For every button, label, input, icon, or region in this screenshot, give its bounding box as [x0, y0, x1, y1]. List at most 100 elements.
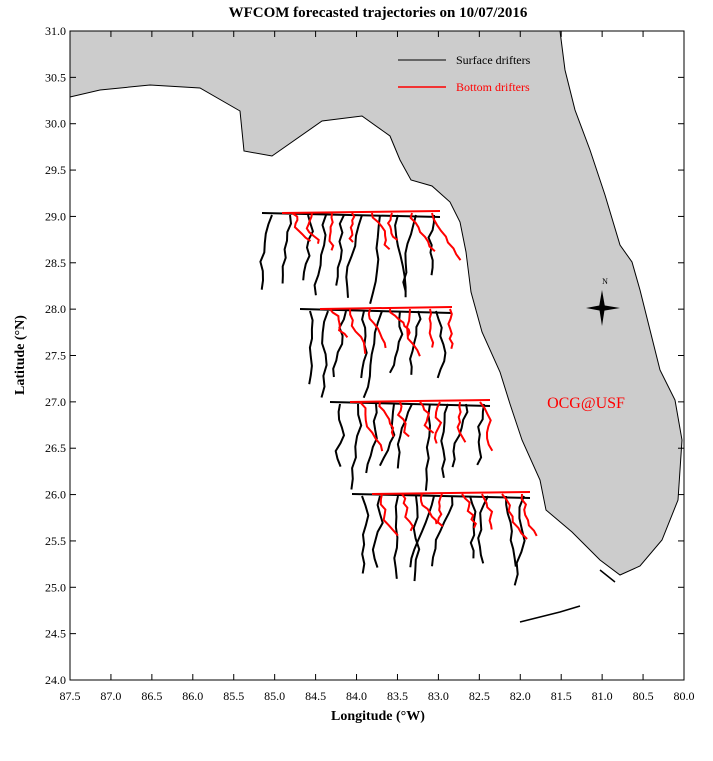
x-tick-label: 81.0 [592, 689, 613, 703]
trajectory [424, 403, 432, 491]
trajectory [259, 214, 273, 290]
trajectory [409, 495, 435, 568]
trajectory [362, 310, 383, 399]
y-tick-label: 25.5 [45, 534, 66, 548]
trajectory [319, 306, 453, 310]
x-tick-label: 84.0 [346, 689, 367, 703]
trajectory [456, 401, 467, 443]
trajectory [291, 212, 312, 242]
trajectory [348, 212, 356, 243]
trajectory [481, 493, 494, 530]
trajectories [259, 210, 538, 586]
trajectory [371, 212, 391, 251]
y-tick-label: 27.0 [45, 395, 66, 409]
trajectory [349, 399, 491, 403]
trajectory [371, 491, 531, 495]
trajectory [389, 308, 411, 337]
trajectory [361, 495, 370, 574]
trajectory [409, 212, 436, 252]
x-tick-label: 81.5 [551, 689, 572, 703]
y-tick-label: 24.0 [45, 673, 66, 687]
trajectory [419, 493, 438, 525]
trajectory [447, 308, 454, 349]
trajectory [431, 495, 454, 567]
trajectory [371, 495, 384, 568]
y-tick-label: 30.0 [45, 117, 66, 131]
trajectory [281, 214, 293, 284]
y-tick-label: 29.5 [45, 163, 66, 177]
trajectory [436, 493, 444, 528]
trajectory [345, 214, 363, 298]
trajectory [332, 310, 347, 378]
trajectory [378, 401, 395, 437]
trajectory [433, 401, 443, 444]
trajectory [394, 214, 407, 298]
y-tick-label: 31.0 [45, 24, 66, 38]
trajectory [349, 308, 367, 354]
y-tick-label: 29.0 [45, 209, 66, 223]
trajectory [419, 401, 435, 434]
trajectory [379, 403, 396, 467]
trajectory [476, 403, 485, 466]
compass-label: N [602, 277, 608, 286]
trajectory [302, 214, 314, 281]
trajectory [435, 310, 447, 379]
trajectory [350, 403, 363, 490]
trajectory [412, 495, 421, 582]
y-tick-label: 27.5 [45, 349, 66, 363]
trajectory [428, 308, 435, 348]
trajectory [409, 310, 422, 375]
chart-title: WFCOM forecasted trajectories on 10/07/2… [229, 5, 528, 21]
y-tick-label: 26.5 [45, 441, 66, 455]
x-tick-label: 83.0 [428, 689, 449, 703]
x-tick-label: 80.0 [674, 689, 695, 703]
trajectory [393, 495, 399, 579]
trajectory [335, 214, 345, 286]
x-tick-label: 85.5 [223, 689, 244, 703]
trajectory [328, 212, 335, 251]
trajectory [451, 403, 469, 468]
x-axis-label: Longitude (°W) [331, 709, 425, 724]
trajectory [479, 401, 494, 452]
trajectory [505, 495, 517, 567]
x-tick-label: 85.0 [264, 689, 285, 703]
x-tick-label: 87.5 [60, 689, 81, 703]
y-tick-label: 30.5 [45, 70, 66, 84]
y-tick-label: 28.5 [45, 256, 66, 270]
trajectory [359, 401, 384, 452]
y-tick-label: 24.5 [45, 627, 66, 641]
x-tick-label: 84.5 [305, 689, 326, 703]
x-tick-label: 82.5 [469, 689, 490, 703]
trajectory [401, 493, 414, 532]
annotation: OCG@USF [547, 395, 625, 412]
trajectory [427, 214, 435, 276]
trajectory [329, 308, 349, 339]
trajectory [320, 310, 329, 398]
y-tick-label: 26.0 [45, 488, 66, 502]
x-tick-label: 86.5 [141, 689, 162, 703]
trajectory [379, 493, 399, 537]
trajectory [406, 308, 421, 357]
x-tick-label: 86.0 [182, 689, 203, 703]
x-tick-label: 83.5 [387, 689, 408, 703]
trajectory [396, 401, 410, 438]
trajectory [281, 210, 441, 214]
trajectory [396, 403, 413, 469]
trajectory [305, 212, 320, 244]
trajectory [334, 403, 346, 467]
trajectory [386, 212, 399, 241]
trajectory [402, 214, 417, 292]
trajectory [367, 308, 387, 349]
x-tick-label: 82.0 [510, 689, 531, 703]
trajectory [313, 214, 327, 296]
trajectory [440, 403, 449, 478]
y-tick-label: 25.0 [45, 580, 66, 594]
y-axis-label: Latitude (°N) [13, 315, 28, 395]
keys [519, 569, 616, 623]
x-tick-label: 80.5 [633, 689, 654, 703]
legend-label: Bottom drifters [456, 80, 530, 94]
land [69, 30, 683, 576]
trajectory [389, 310, 404, 374]
y-tick-label: 28.0 [45, 302, 66, 316]
